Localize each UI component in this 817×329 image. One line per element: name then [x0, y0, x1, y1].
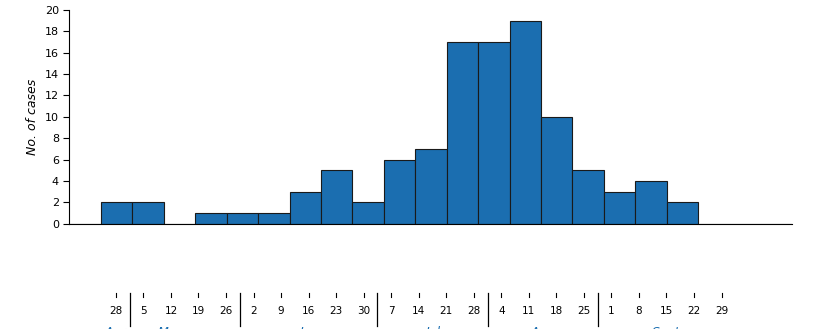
Text: May: May — [158, 326, 184, 329]
Bar — [258, 213, 289, 224]
Text: 21: 21 — [440, 306, 453, 316]
Bar — [289, 191, 321, 224]
Text: 25: 25 — [578, 306, 591, 316]
Bar — [415, 149, 447, 224]
Bar — [352, 202, 384, 224]
Text: 9: 9 — [278, 306, 284, 316]
Text: Jun: Jun — [299, 326, 319, 329]
Y-axis label: No. of cases: No. of cases — [26, 79, 39, 155]
Text: 5: 5 — [140, 306, 147, 316]
Text: 16: 16 — [302, 306, 315, 316]
Text: 22: 22 — [687, 306, 701, 316]
Text: 2: 2 — [250, 306, 257, 316]
Bar — [667, 202, 699, 224]
Text: 1: 1 — [608, 306, 614, 316]
Text: 19: 19 — [192, 306, 205, 316]
Bar — [636, 181, 667, 224]
Text: 12: 12 — [164, 306, 177, 316]
Text: Apr: Apr — [105, 326, 127, 329]
Text: 29: 29 — [715, 306, 728, 316]
Text: 14: 14 — [412, 306, 426, 316]
Bar — [541, 117, 573, 224]
Bar — [478, 42, 510, 224]
Bar — [321, 170, 352, 224]
Text: 4: 4 — [498, 306, 505, 316]
Bar — [573, 170, 604, 224]
Text: 7: 7 — [388, 306, 395, 316]
Bar — [604, 191, 636, 224]
Text: Jul: Jul — [425, 326, 440, 329]
Text: Sept: Sept — [652, 326, 681, 329]
Text: 28: 28 — [109, 306, 123, 316]
Text: Aug: Aug — [530, 326, 555, 329]
Bar — [510, 20, 541, 224]
Bar — [226, 213, 258, 224]
Text: 15: 15 — [660, 306, 673, 316]
Text: 18: 18 — [550, 306, 563, 316]
Bar — [100, 202, 132, 224]
Bar — [195, 213, 226, 224]
Text: 30: 30 — [357, 306, 370, 316]
Bar — [132, 202, 163, 224]
Text: 23: 23 — [329, 306, 343, 316]
Bar — [384, 160, 415, 224]
Text: 11: 11 — [522, 306, 535, 316]
Bar — [447, 42, 478, 224]
Text: 8: 8 — [636, 306, 642, 316]
Text: 26: 26 — [220, 306, 233, 316]
Text: 28: 28 — [467, 306, 480, 316]
